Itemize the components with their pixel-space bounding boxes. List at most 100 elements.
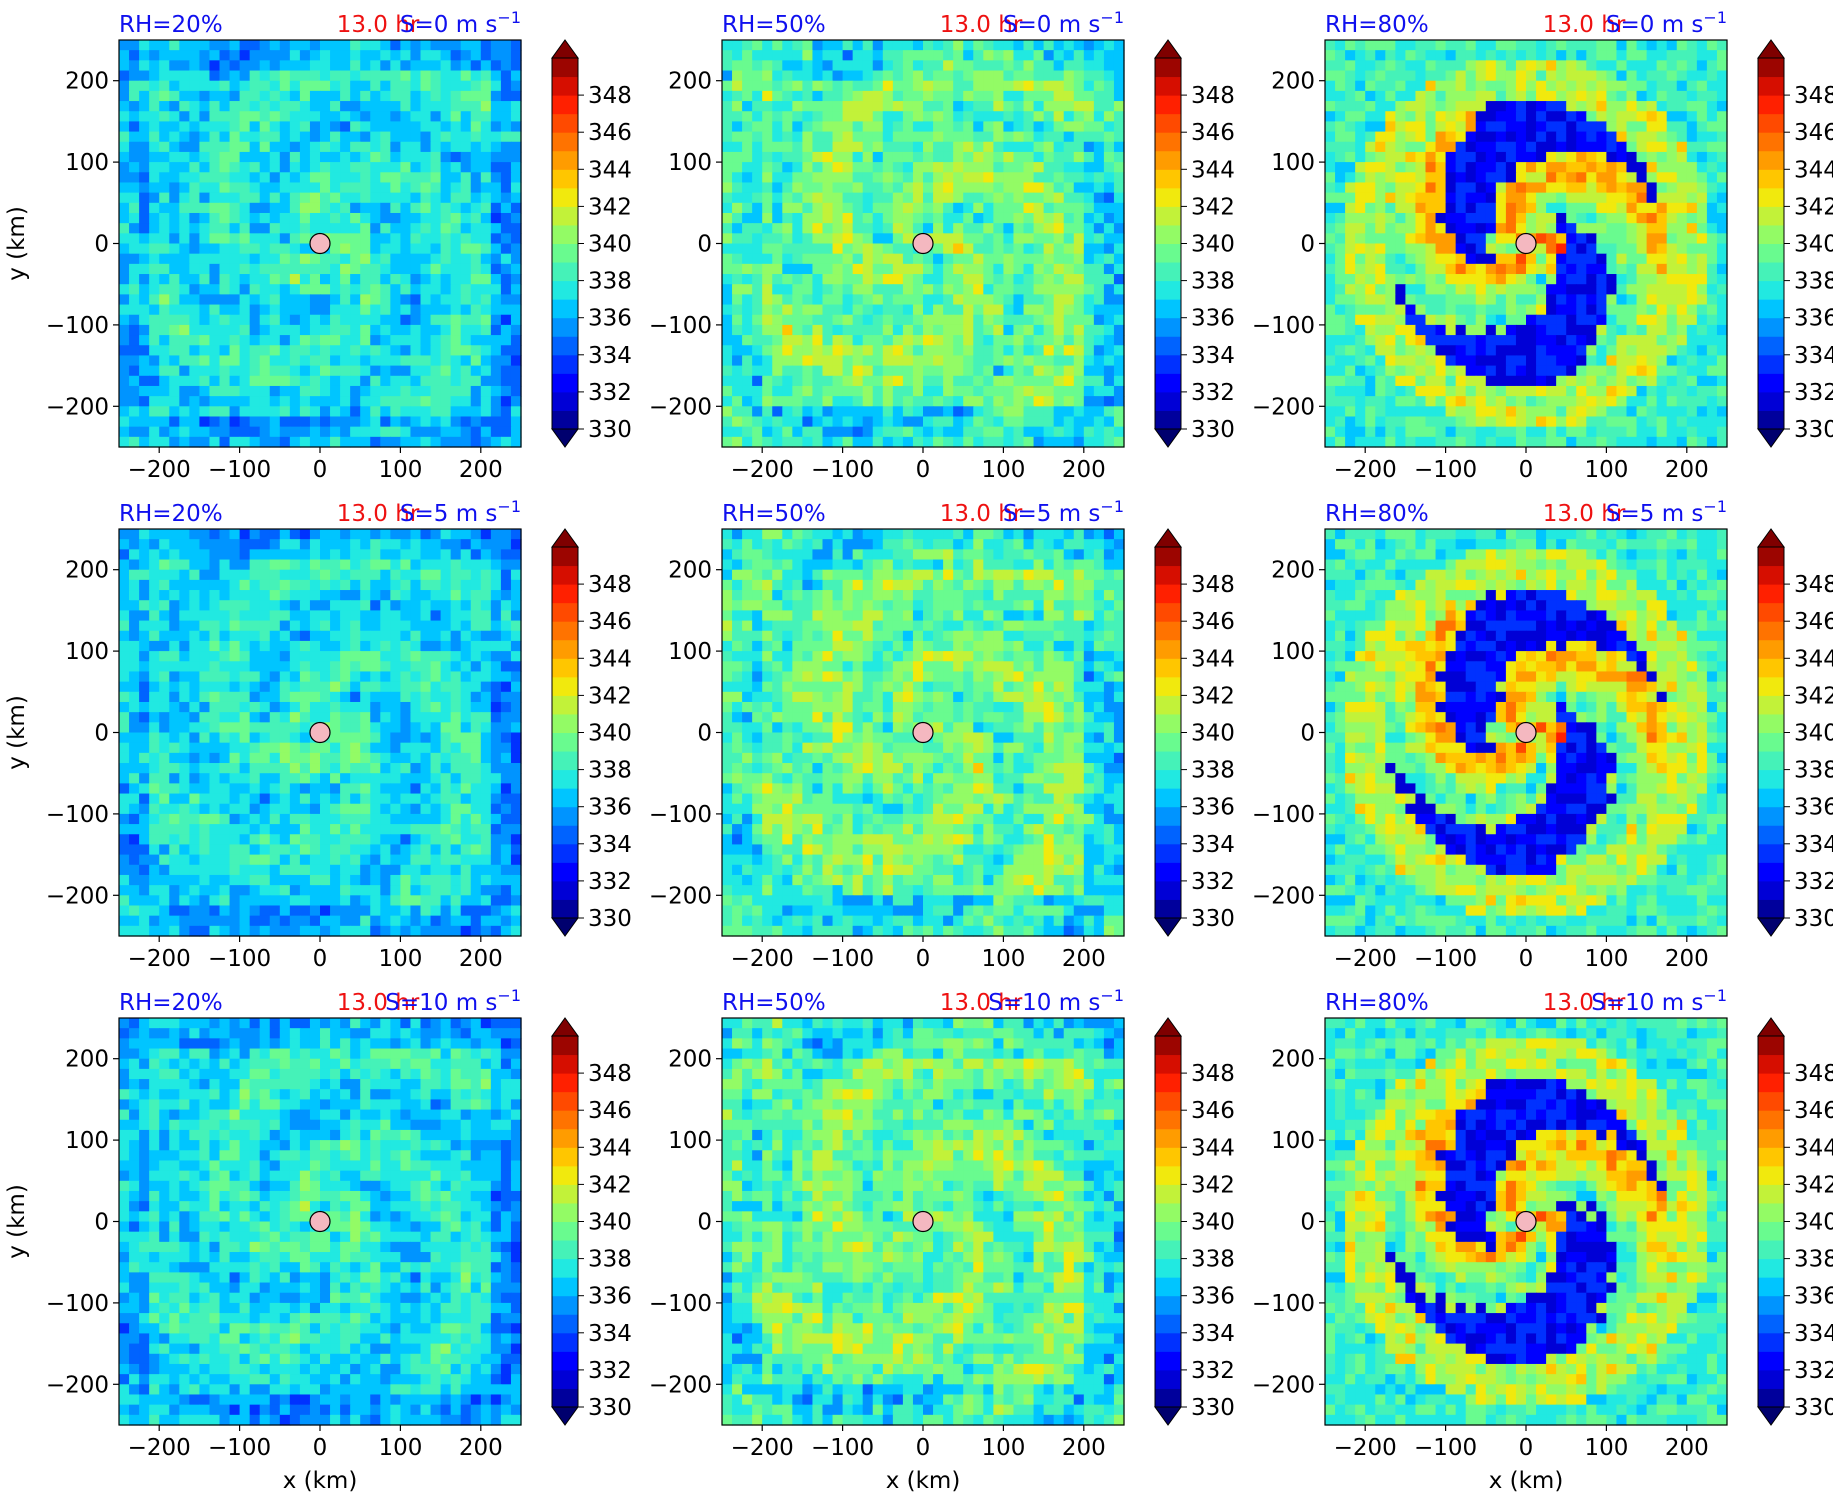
heatmap-cell [762,375,773,387]
heatmap-cell [1365,50,1376,61]
heatmap-cell [1043,101,1055,112]
heatmap-cell [380,151,391,163]
heatmap-cell [239,385,251,397]
heatmap-cell [390,172,401,184]
heatmap-cell [963,121,974,133]
heatmap-cell [1696,263,1708,275]
heatmap-cell [1536,365,1547,377]
heatmap-cell [973,385,984,397]
heatmap-cell [1586,314,1597,326]
heatmap-cell [892,365,904,377]
heatmap-cell [1596,182,1607,194]
colorbar-tick-label: 338 [1191,269,1235,295]
heatmap-cell [933,40,944,51]
heatmap-cell [1576,314,1587,326]
heatmap-cell [340,212,351,224]
heatmap-cell [179,253,190,265]
heatmap-cell [1355,182,1366,194]
heatmap-cell [1083,365,1095,377]
heatmap-cell [320,141,331,153]
heatmap-cell [1586,304,1597,316]
heatmap-cell [209,263,221,275]
heatmap-cell [902,50,914,61]
heatmap-cell [1485,314,1497,326]
heatmap-cell [320,396,331,407]
heatmap-cell [1576,70,1587,82]
heatmap-cell [1415,396,1427,407]
heatmap-cell [933,60,944,72]
heatmap-cell [963,141,974,153]
heatmap-cell [259,335,271,346]
heatmap-cell [1546,90,1557,102]
heatmap-cell [822,131,834,143]
heatmap-cell [1073,90,1085,102]
heatmap-cell [802,80,814,92]
heatmap-cell [1103,253,1115,265]
heatmap-cell [1536,406,1547,418]
heatmap-cell [1435,151,1447,163]
heatmap-cell [722,406,733,418]
heatmap-cell [480,243,492,255]
heatmap-cell [792,60,803,72]
heatmap-cell [500,406,512,418]
heatmap-cell [822,406,834,418]
heatmap-cell [742,385,753,397]
heatmap-cell [1355,426,1366,438]
heatmap-cell [1405,233,1417,245]
heatmap-cell [1365,202,1376,214]
heatmap-cell [380,50,391,61]
heatmap-cell [772,151,783,163]
heatmap-cell [782,284,793,295]
heatmap-cell [963,50,974,61]
heatmap-cell [1606,345,1618,357]
heatmap-cell [1566,416,1577,428]
heatmap-cell [320,426,331,438]
heatmap-cell [1505,345,1517,357]
heatmap-cell [1646,243,1658,255]
heatmap-cell [1073,80,1085,92]
heatmap-cell [852,396,864,407]
heatmap-cell [1385,212,1396,224]
heatmap-cell [1475,263,1487,275]
heatmap-cell [1495,101,1507,112]
heatmap-cell [912,202,924,214]
heatmap-cell [129,223,140,234]
heatmap-cell [390,141,401,153]
heatmap-cell [722,131,733,143]
heatmap-cell [129,90,140,102]
heatmap-cell [882,223,894,234]
heatmap-cell [179,40,190,51]
heatmap-cell [1013,192,1025,204]
heatmap-cell [742,192,753,204]
heatmap-cell [309,385,321,397]
heatmap-cell [470,375,482,387]
heatmap-cell [872,294,884,306]
heatmap-cell [1415,355,1427,367]
heatmap-cell [923,101,934,112]
heatmap-cell [1335,355,1346,367]
heatmap-cell [1033,40,1045,51]
heatmap-cell [973,80,984,92]
heatmap-cell [500,90,512,102]
heatmap-cell [762,294,773,306]
heatmap-cell [1505,365,1517,377]
heatmap-cell [360,436,371,448]
heatmap-cell [470,385,482,397]
heatmap-cell [490,80,502,92]
heatmap-cell [1686,355,1698,367]
heatmap-cell [350,131,361,143]
heatmap-cell [1455,365,1467,377]
heatmap-cell [842,70,854,82]
heatmap-cell [179,385,190,397]
heatmap-cell [1013,375,1025,387]
heatmap-cell [1576,385,1587,397]
heatmap-cell [923,223,934,234]
heatmap-cell [963,365,974,377]
heatmap-cell [802,172,814,184]
heatmap-cell [963,355,974,367]
heatmap-cell [1706,365,1718,377]
heatmap-cell [1345,304,1356,316]
heatmap-cell [1405,416,1417,428]
heatmap-cell [1325,172,1336,184]
heatmap-cell [1646,345,1658,357]
